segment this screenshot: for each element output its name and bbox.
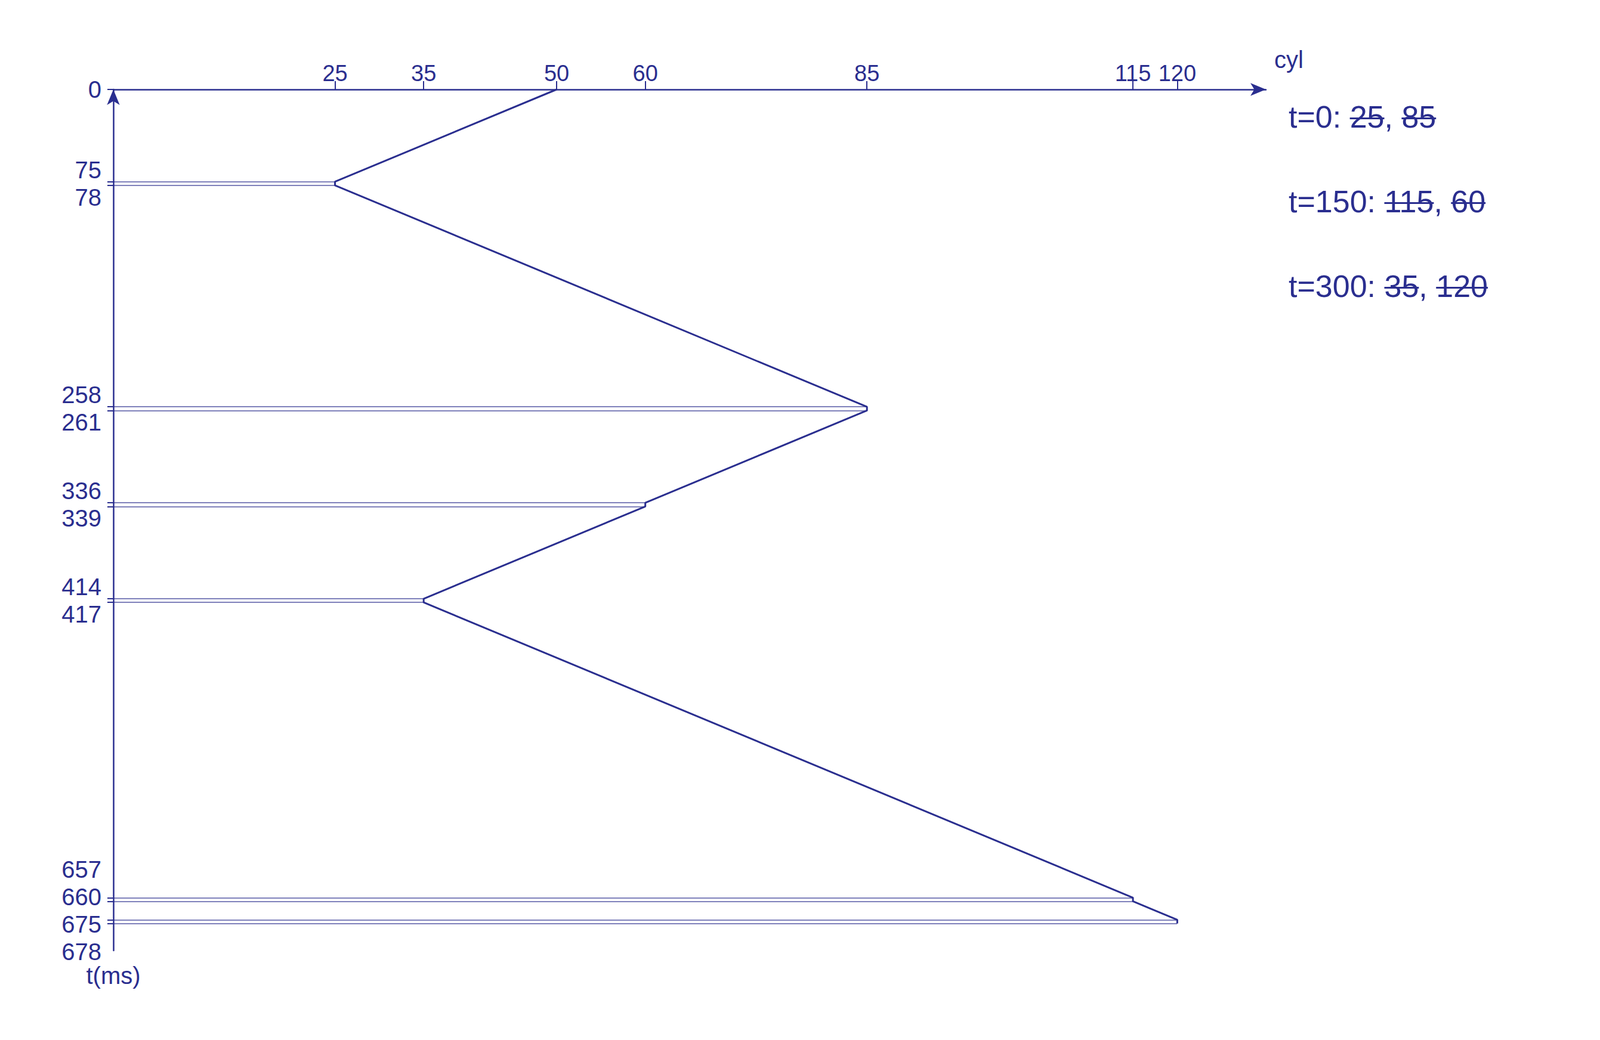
svg-text:414: 414 [61,573,102,601]
svg-text:678: 678 [61,939,102,966]
svg-text:417: 417 [61,601,102,628]
svg-text:657: 657 [61,856,102,883]
svg-text:336: 336 [61,477,102,505]
svg-text:675: 675 [61,911,102,938]
svg-text:25: 25 [322,60,348,86]
svg-text:t(ms): t(ms) [85,962,141,990]
html-text:t=300: 35, 120: t=300: 35, 120 [1288,269,1488,304]
svg-text:261: 261 [61,409,102,436]
svg-text:258: 258 [61,381,102,409]
svg-text:85: 85 [854,60,880,86]
html-text:t=0: 25, 85: t=0: 25, 85 [1288,99,1437,135]
svg-text:cyl: cyl [1274,46,1304,73]
svg-text:78: 78 [75,184,103,211]
svg-text:120: 120 [1158,60,1197,86]
svg-text:75: 75 [75,156,103,184]
svg-text:660: 660 [61,884,102,911]
svg-text:339: 339 [61,505,102,532]
svg-text:115: 115 [1114,60,1152,86]
svg-text:35: 35 [411,60,437,86]
svg-text:60: 60 [632,60,659,86]
svg-text:0: 0 [88,76,102,103]
svg-text:50: 50 [544,60,570,86]
html-text:t=150: 115, 60: t=150: 115, 60 [1288,184,1486,219]
